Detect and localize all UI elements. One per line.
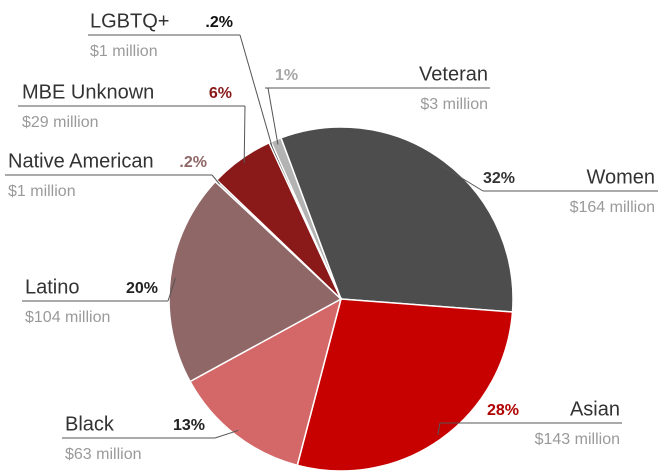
leader-line <box>211 174 221 185</box>
category-label: LGBTQ+ <box>90 10 169 32</box>
category-label: Native American <box>8 150 154 172</box>
amount-label: $1 million <box>8 183 76 200</box>
amount-label: $1 million <box>90 43 158 60</box>
amount-label: $104 million <box>25 309 110 326</box>
leader-line <box>239 34 273 148</box>
category-label: Women <box>586 166 655 188</box>
percent-label: 20% <box>126 280 158 297</box>
percent-label: 28% <box>487 402 519 419</box>
leader-line <box>243 105 246 164</box>
amount-label: $143 million <box>535 431 620 448</box>
percent-label: 6% <box>209 85 232 102</box>
amount-label: $3 million <box>420 96 488 113</box>
pie-slice <box>168 180 343 383</box>
percent-label: 13% <box>173 417 205 434</box>
percent-label: 32% <box>483 170 515 187</box>
category-label: Veteran <box>419 63 488 85</box>
category-label: Asian <box>570 398 620 420</box>
leader-line <box>267 87 279 145</box>
percent-label: .2% <box>179 154 207 171</box>
percent-label: 1% <box>275 67 298 84</box>
pie-slice <box>189 297 343 467</box>
leader-line <box>214 429 239 439</box>
percent-label: .2% <box>205 14 233 31</box>
category-label: Latino <box>25 276 80 298</box>
category-label: Black <box>65 413 115 435</box>
leader-line <box>167 277 176 302</box>
amount-label: $29 million <box>22 114 98 131</box>
amount-label: $164 million <box>570 199 655 216</box>
amount-label: $63 million <box>65 446 141 463</box>
leader-line <box>441 165 484 192</box>
category-label: MBE Unknown <box>22 81 154 103</box>
pie-slice <box>296 298 514 472</box>
pie-slice <box>280 126 514 313</box>
leader-line <box>437 422 441 435</box>
